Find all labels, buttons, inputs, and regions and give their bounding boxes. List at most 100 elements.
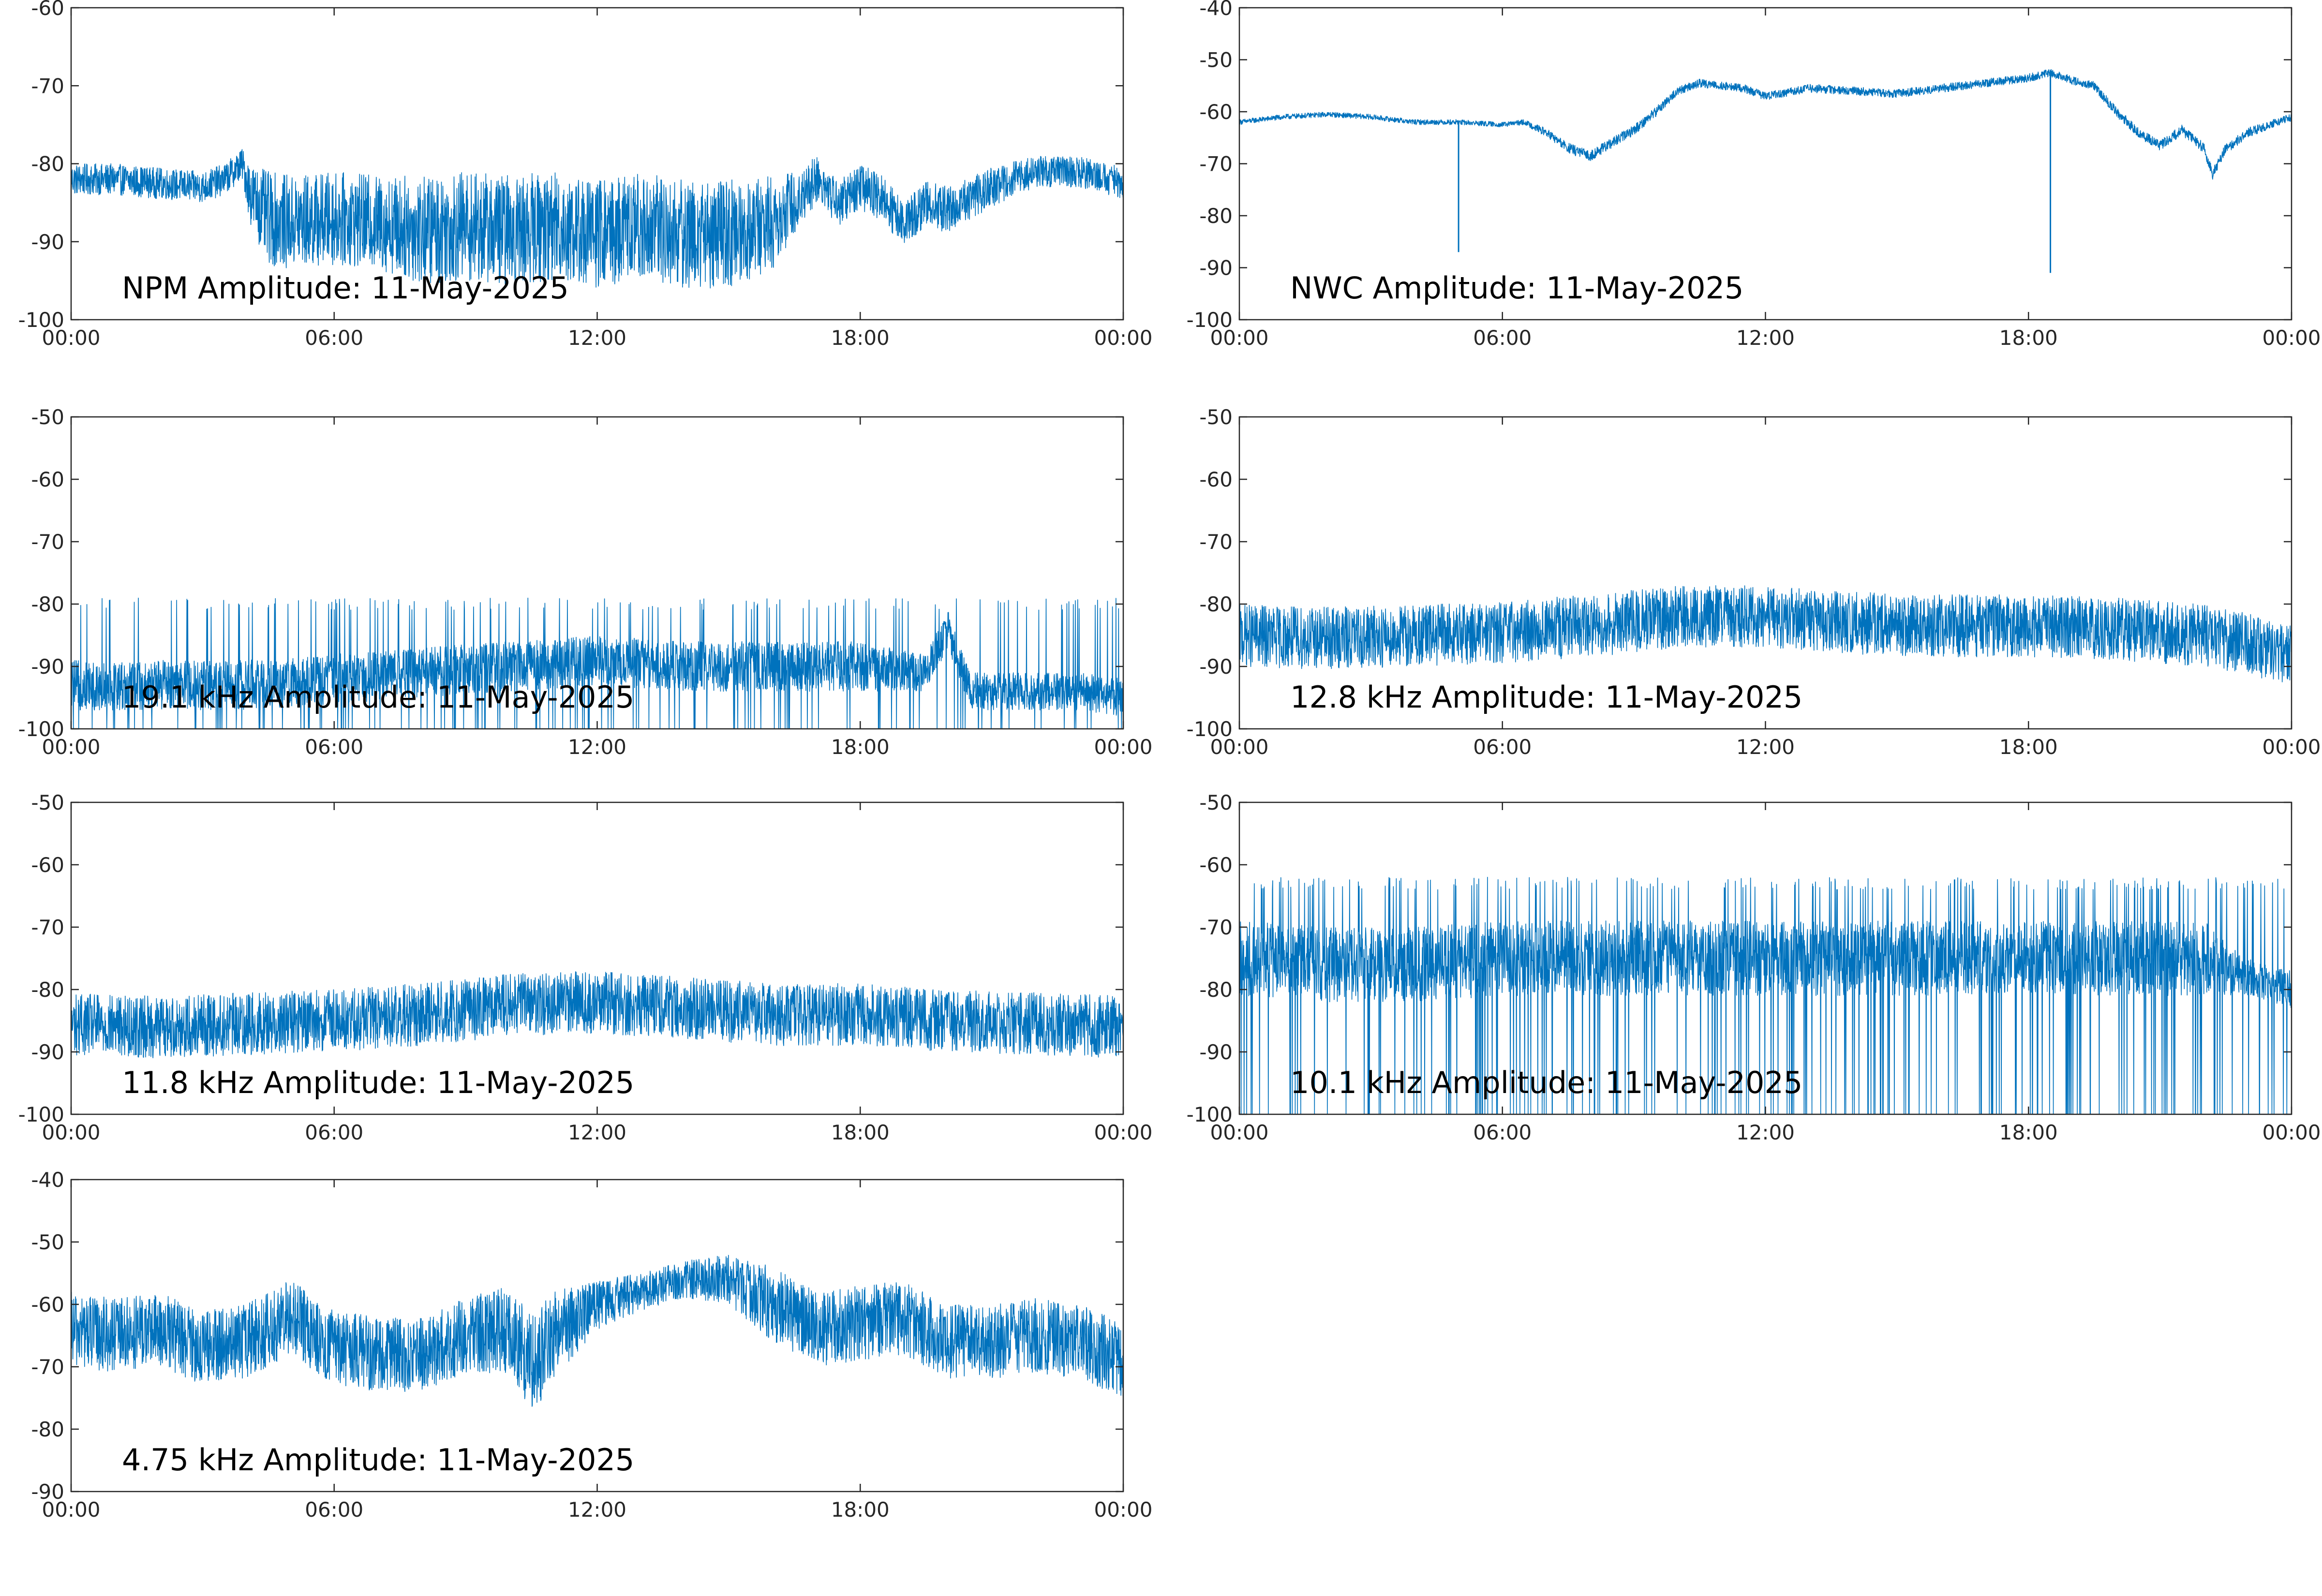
chart-panel-12-8-khz: 00:00 06:00 12:00 18:00 00:00 -50 -60 -70 -80 -90… <box>1187 405 2321 759</box>
x-tick-label: 00:00 <box>2262 1121 2321 1144</box>
y-tick-label: -80 <box>31 1418 64 1441</box>
y-tick-label: -100 <box>1187 717 1233 741</box>
x-tick-label: 18:00 <box>1999 735 2058 759</box>
chart-panel-10-1-khz: 00:00 06:00 12:00 18:00 00:00 -50 -60 -70 -80 -90… <box>1187 791 2321 1144</box>
y-tick-label: -70 <box>1199 152 1233 176</box>
y-tick-label: -70 <box>31 74 64 98</box>
series-line <box>1239 877 2292 1115</box>
y-tick-label: -90 <box>1199 256 1233 280</box>
y-tick-label: -80 <box>1199 592 1233 616</box>
y-tick-label: -90 <box>1199 655 1233 679</box>
y-tick-label: -70 <box>31 530 64 554</box>
y-tick-label: -60 <box>1199 853 1233 877</box>
trace-group <box>71 149 1124 289</box>
y-tick-label: -70 <box>1199 530 1233 554</box>
chart-svg: 00:00 06:00 12:00 18:00 00:00 -50 -60 -70 -80 -90… <box>18 405 1153 759</box>
x-tick-label: 00:00 <box>1210 326 1268 350</box>
y-tick-label: -50 <box>1199 791 1233 814</box>
chart-annotation: NWC Amplitude: 11-May-2025 <box>1290 270 1744 306</box>
series-line <box>1239 585 2292 682</box>
y-tick-label: -50 <box>31 1230 64 1254</box>
series-line <box>71 149 1124 289</box>
x-tick-label: 06:00 <box>305 326 363 350</box>
y-tick-label: -100 <box>18 308 64 332</box>
x-tick-label: 06:00 <box>1473 1121 1532 1144</box>
chart-svg: 00:00 06:00 12:00 18:00 00:00 -40 -50 -60 -70 -80… <box>1187 0 2321 350</box>
x-tick-label: 18:00 <box>831 1498 890 1522</box>
x-tick-label: 18:00 <box>831 1121 890 1144</box>
series-line <box>71 597 1124 729</box>
y-tick-label: -60 <box>31 468 64 491</box>
x-tick-label: 00:00 <box>1210 1121 1268 1144</box>
x-tick-label: 00:00 <box>42 326 100 350</box>
x-tick-label: 06:00 <box>1473 735 1532 759</box>
y-tick-label: -60 <box>1199 468 1233 491</box>
y-tick-label: -70 <box>31 916 64 939</box>
y-tick-label: -60 <box>31 0 64 20</box>
y-tick-label: -60 <box>31 853 64 877</box>
trace-group <box>1239 585 2292 682</box>
y-tick-label: -90 <box>31 1480 64 1504</box>
x-tick-label: 18:00 <box>831 735 890 759</box>
chart-annotation: 10.1 kHz Amplitude: 11-May-2025 <box>1290 1065 1802 1100</box>
y-tick-label: -100 <box>18 1103 64 1126</box>
chart-panel-11-8-khz: 00:00 06:00 12:00 18:00 00:00 -50 -60 -70 -80 -90… <box>18 791 1153 1144</box>
chart-annotation: 19.1 kHz Amplitude: 11-May-2025 <box>122 680 634 715</box>
y-tick-label: -90 <box>1199 1040 1233 1064</box>
chart-panel-npm: 00:00 06:00 12:00 18:00 00:00 -60 -70 -80 -90 -10… <box>18 0 1153 350</box>
x-tick-label: 06:00 <box>305 735 363 759</box>
x-tick-label: 18:00 <box>1999 326 2058 350</box>
y-tick-label: -50 <box>31 405 64 429</box>
series-line <box>71 1255 1124 1407</box>
x-tick-label: 12:00 <box>568 326 626 350</box>
y-tick-label: -40 <box>1199 0 1233 20</box>
y-tick-label: -90 <box>31 230 64 254</box>
x-tick-label: 06:00 <box>305 1498 363 1522</box>
y-tick-label: -80 <box>31 592 64 616</box>
chart-panel-4-75-khz: 00:00 06:00 12:00 18:00 00:00 -40 -50 -60 -70 -80… <box>31 1168 1152 1522</box>
series-line <box>1239 69 2292 180</box>
y-tick-label: -80 <box>31 152 64 176</box>
y-tick-label: -60 <box>31 1293 64 1316</box>
chart-panel-19-1-khz: 00:00 06:00 12:00 18:00 00:00 -50 -60 -70 -80 -90… <box>18 405 1153 759</box>
x-tick-label: 00:00 <box>1094 326 1152 350</box>
x-tick-label: 00:00 <box>1094 1121 1152 1144</box>
x-tick-label: 12:00 <box>568 1498 626 1522</box>
trace-group <box>1239 69 2292 273</box>
y-tick-label: -70 <box>1199 916 1233 939</box>
y-tick-label: -100 <box>18 717 64 741</box>
y-tick-label: -100 <box>1187 308 1233 332</box>
chart-annotation: 11.8 kHz Amplitude: 11-May-2025 <box>122 1065 634 1100</box>
x-tick-label: 00:00 <box>1094 1498 1152 1522</box>
chart-annotation: 4.75 kHz Amplitude: 11-May-2025 <box>122 1442 634 1478</box>
y-tick-label: -40 <box>31 1168 64 1192</box>
y-tick-label: -50 <box>1199 405 1233 429</box>
trace-group <box>71 1255 1124 1407</box>
x-tick-label: 00:00 <box>1094 735 1152 759</box>
x-tick-label: 12:00 <box>1736 735 1795 759</box>
y-tick-label: -70 <box>31 1355 64 1379</box>
chart-svg: 00:00 06:00 12:00 18:00 00:00 -50 -60 -70 -80 -90… <box>1187 791 2321 1144</box>
y-tick-label: -50 <box>1199 48 1233 72</box>
y-tick-label: -60 <box>1199 100 1233 124</box>
chart-svg: 00:00 06:00 12:00 18:00 00:00 -50 -60 -70 -80 -90… <box>1187 405 2321 759</box>
chart-svg: 00:00 06:00 12:00 18:00 00:00 -60 -70 -80 -90 -10… <box>18 0 1153 350</box>
x-tick-label: 06:00 <box>305 1121 363 1144</box>
chart-svg: 00:00 06:00 12:00 18:00 00:00 -50 -60 -70 -80 -90… <box>18 791 1153 1144</box>
x-tick-label: 00:00 <box>2262 735 2321 759</box>
x-tick-label: 00:00 <box>1210 735 1268 759</box>
x-tick-label: 06:00 <box>1473 326 1532 350</box>
series-line <box>71 971 1124 1059</box>
x-tick-label: 00:00 <box>42 1498 100 1522</box>
x-tick-label: 18:00 <box>1999 1121 2058 1144</box>
y-tick-label: -100 <box>1187 1103 1233 1126</box>
chart-svg: 00:00 06:00 12:00 18:00 00:00 -40 -50 -60 -70 -80… <box>31 1168 1152 1522</box>
y-tick-label: -80 <box>1199 204 1233 228</box>
chart-annotation: 12.8 kHz Amplitude: 11-May-2025 <box>1290 680 1802 715</box>
x-tick-label: 18:00 <box>831 326 890 350</box>
x-tick-label: 00:00 <box>42 1121 100 1144</box>
x-tick-label: 12:00 <box>1736 326 1795 350</box>
x-tick-label: 00:00 <box>42 735 100 759</box>
trace-group <box>71 971 1124 1059</box>
